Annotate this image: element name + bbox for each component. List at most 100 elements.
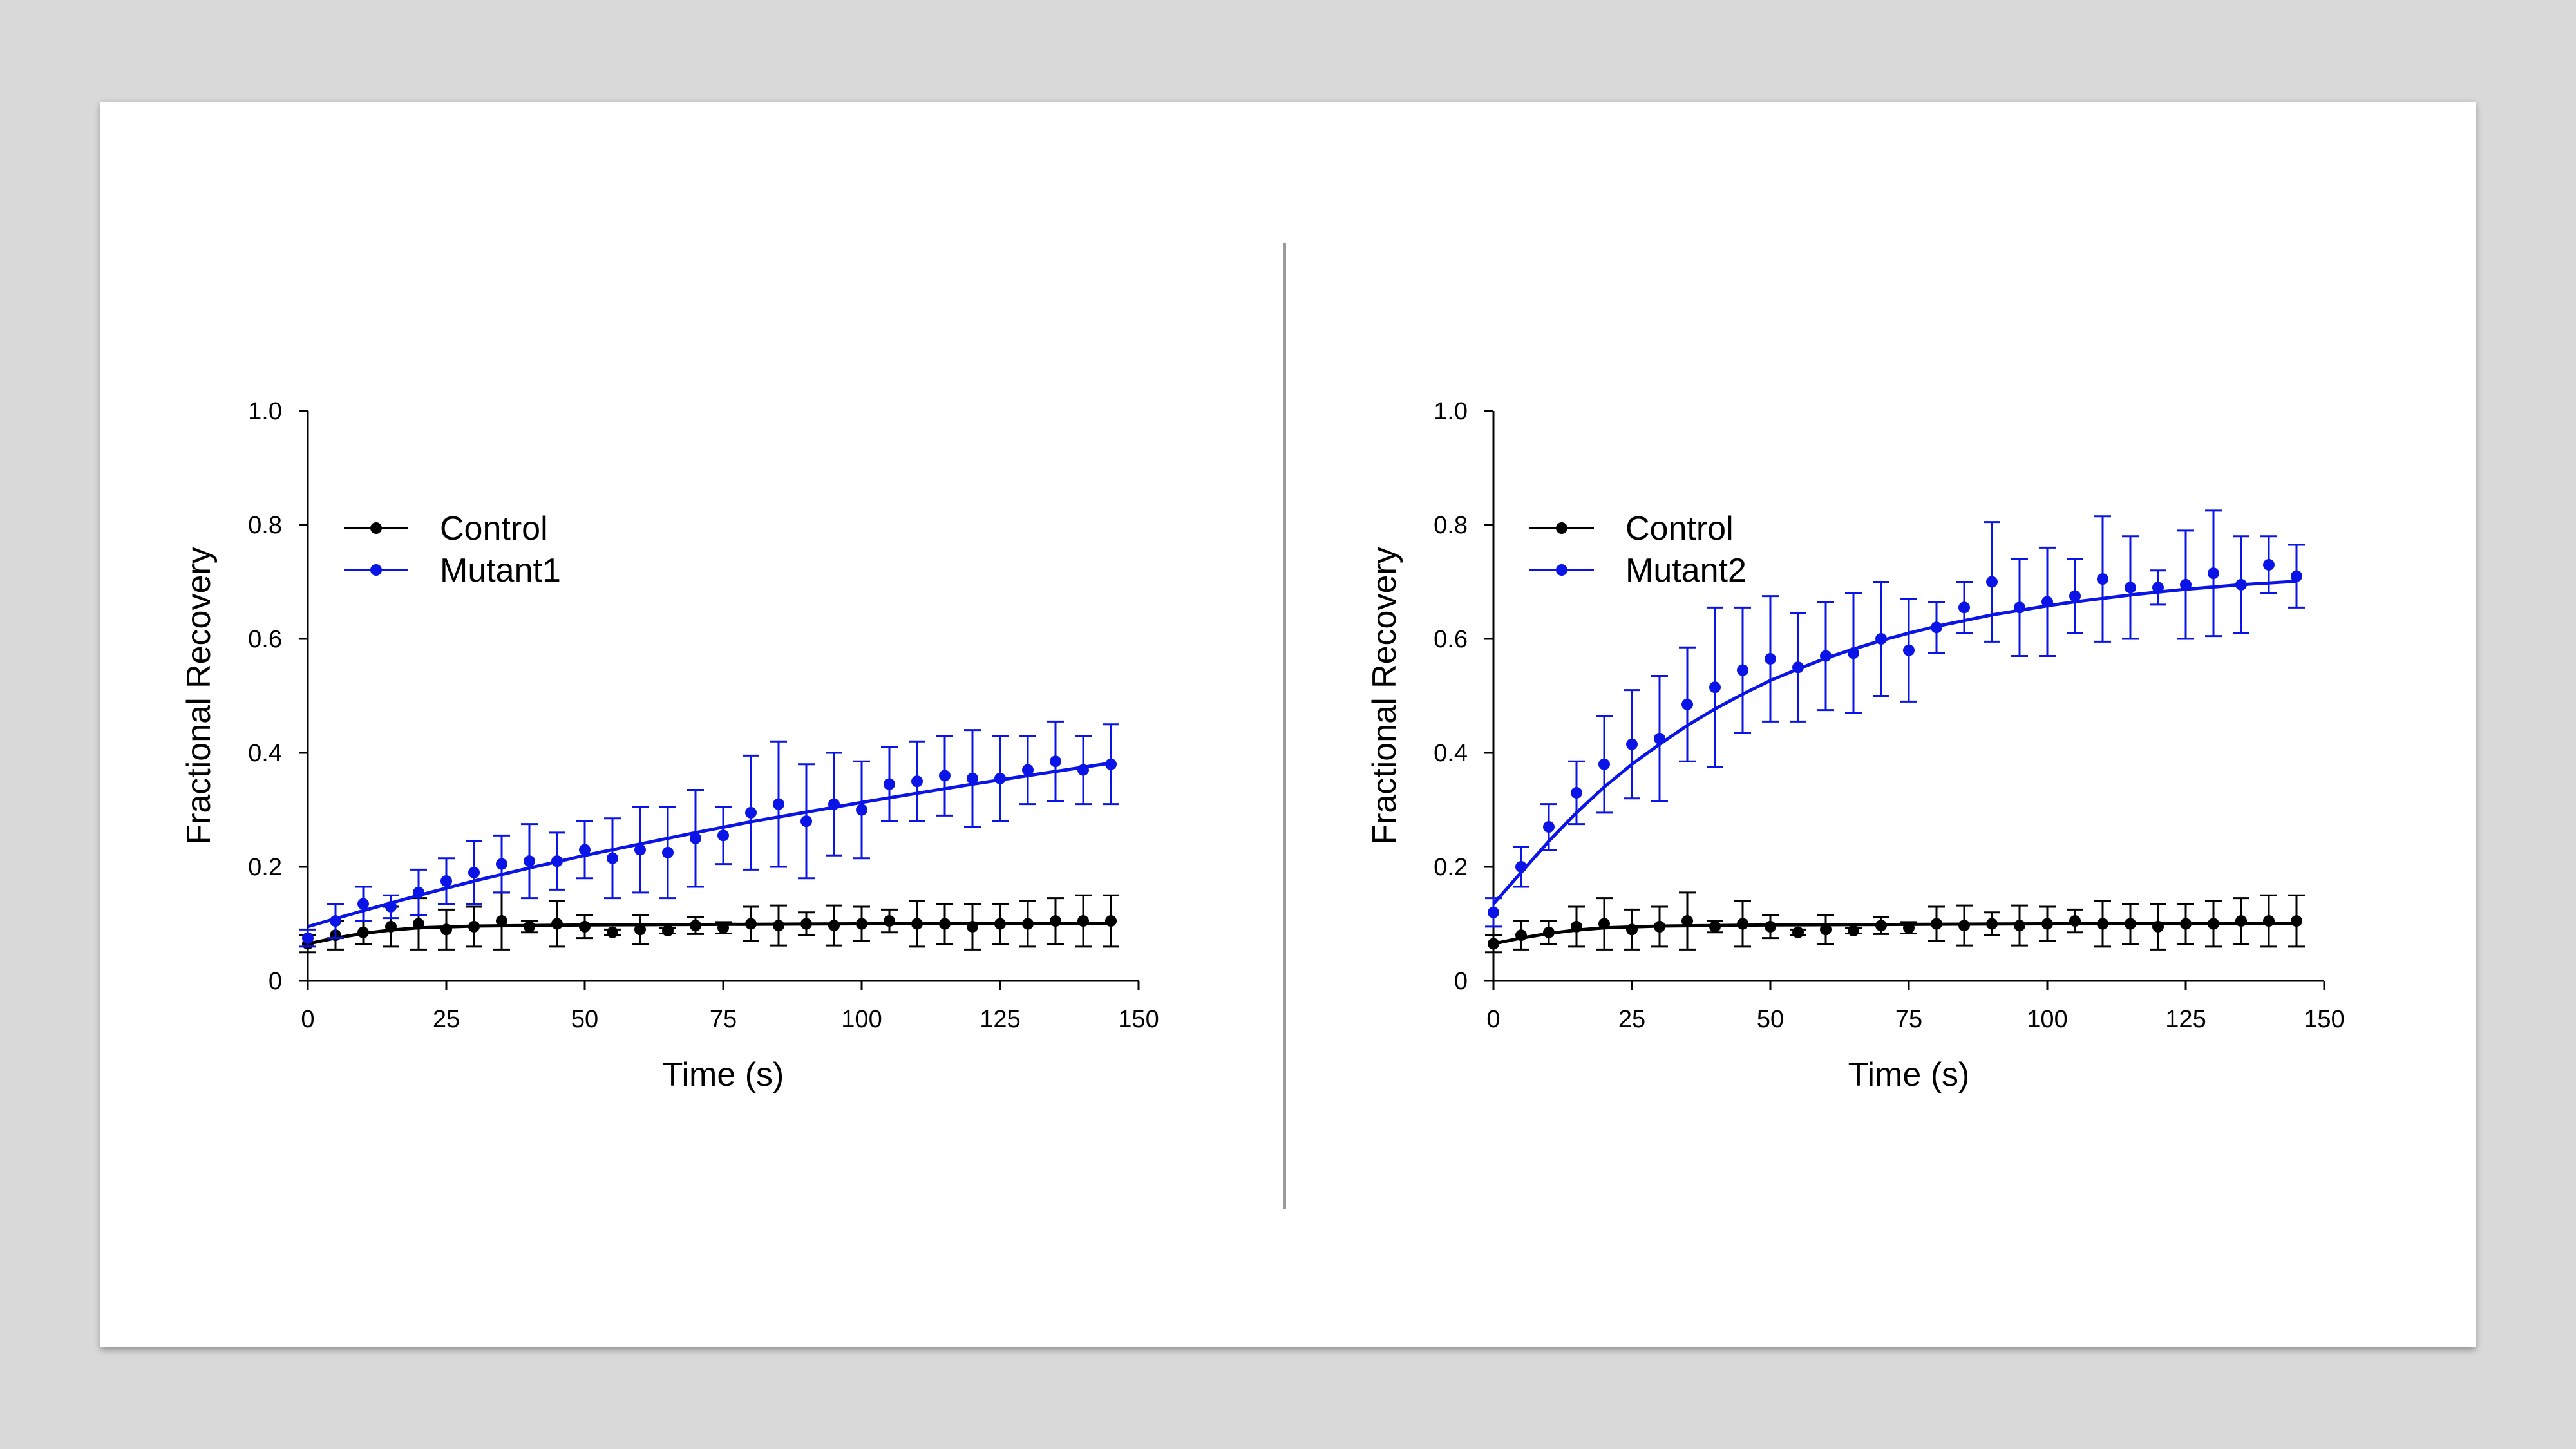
data-point [1765,920,1776,933]
data-point [1515,929,1527,942]
data-point [2180,578,2192,591]
series-control [1485,891,2305,954]
data-point [690,832,701,844]
data-point [385,900,397,913]
data-point [1986,576,1998,588]
x-tick-label: 100 [2027,1006,2067,1033]
data-point [1654,920,1665,933]
y-axis-title: Fractional Recovery [180,547,218,844]
data-point [2291,570,2302,582]
data-point [1931,918,1942,930]
data-point [773,798,784,810]
data-point [1709,681,1721,694]
data-point [1681,915,1693,927]
data-point [1792,926,1804,938]
x-tick-label: 25 [1618,1006,1645,1033]
data-point [634,923,646,936]
legend-item-mutant2: Mutant2 [1530,552,1747,589]
data-point [662,925,674,937]
data-point [828,920,840,932]
data-point [302,932,314,944]
data-point [1654,732,1665,744]
x-tick-label: 50 [571,1006,598,1033]
data-point [496,915,507,927]
data-point [1022,764,1034,776]
x-tick-label: 150 [1118,1006,1159,1033]
x-tick-label: 75 [710,1006,737,1033]
data-point [1903,644,1915,656]
y-tick-label: 0.8 [1434,512,1468,539]
data-point [2180,918,2192,930]
data-point [939,770,951,782]
legend-label: Control [1625,510,1734,547]
x-tick-label: 125 [2165,1006,2206,1033]
legend-swatch-marker [1556,564,1567,576]
data-point [2152,582,2164,594]
legend-label: Control [440,510,548,547]
data-point [1820,923,1832,936]
y-tick-label: 1.0 [248,398,282,425]
data-point [1105,915,1117,927]
series-mutant1 [299,720,1119,948]
data-point [1543,926,1555,938]
data-point [828,798,840,810]
data-point [385,920,397,933]
legend-swatch-marker [1556,522,1567,534]
fit-curve [1492,580,2297,905]
data-point [745,918,757,930]
data-point [994,772,1006,784]
data-point [440,923,452,936]
y-tick-label: 0.6 [248,626,282,653]
data-point [800,918,812,930]
data-point [496,858,507,870]
data-point [1022,918,1034,930]
data-point [2208,567,2219,580]
y-tick-label: 0 [269,968,282,995]
data-point [1050,915,1061,927]
chart-mutant2: 0 0.2 0.4 0.6 0.8 1.0 0 25 50 75 100 125 150 Time (s)… [1366,398,2345,1094]
data-point [745,806,757,819]
y-tick-label: 0.4 [248,740,282,767]
x-tick-label: 75 [1895,1006,1922,1033]
legend-label: Mutant1 [440,552,561,589]
legend-swatch-marker [370,564,382,576]
data-point [1626,923,1638,936]
data-point [440,875,452,887]
data-point [468,866,480,878]
data-point [1626,738,1638,750]
data-point [579,844,591,856]
data-point [1820,650,1832,662]
y-tick-label: 0.2 [1434,854,1468,881]
data-point [2263,915,2275,927]
data-point [690,920,701,932]
data-point [1958,920,1970,932]
data-point [468,920,480,933]
data-point [1543,821,1555,833]
data-point [1986,918,1998,930]
data-point [1848,647,1859,659]
data-point [1105,758,1117,770]
data-point [2097,918,2108,930]
data-point [1571,920,1582,933]
data-point [1875,920,1887,932]
x-axis-title: Time (s) [663,1056,784,1094]
data-point [1077,915,1089,927]
y-axis-title: Fractional Recovery [1366,547,1403,844]
x-tick-label: 150 [2304,1006,2344,1033]
x-tick-label: 125 [980,1006,1020,1033]
data-point [1515,861,1527,873]
data-point [1931,621,1942,634]
data-point [911,775,923,788]
data-point [2041,918,2053,930]
data-point [2152,920,2164,933]
data-point [2125,918,2136,930]
data-point [662,846,674,858]
data-point [2069,915,2081,927]
data-point [994,918,1006,930]
y-tick-label: 0 [1454,968,1468,995]
data-point [1737,918,1748,930]
series-control [299,891,1119,954]
data-point [2069,590,2081,602]
data-point [800,815,812,828]
data-point [1050,755,1061,768]
